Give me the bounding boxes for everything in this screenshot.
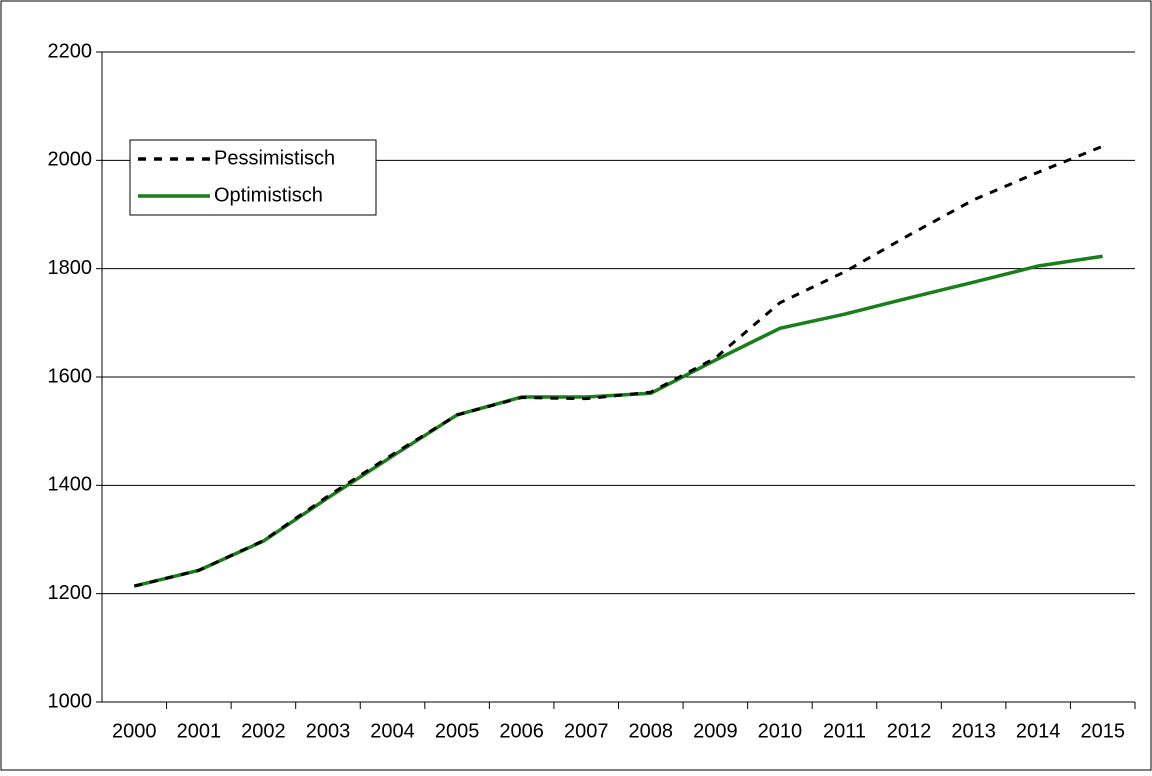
x-tick-label: 2001 [177, 720, 222, 742]
y-tick-label: 1200 [48, 582, 93, 604]
y-tick-label: 2000 [48, 149, 93, 171]
legend-label: Pessimistisch [214, 147, 335, 169]
line-series [133, 144, 1104, 588]
x-tick-label: 2007 [564, 720, 609, 742]
legend-box [129, 139, 377, 216]
y-tick-label: 1600 [48, 365, 93, 387]
legend-label: Optimistisch [214, 184, 323, 206]
x-tick-label: 2014 [1016, 720, 1061, 742]
x-tick-label: 2004 [370, 720, 415, 742]
x-tick-label: 2010 [758, 720, 803, 742]
x-tick-label: 2005 [435, 720, 480, 742]
y-tick-label: 1800 [48, 257, 93, 279]
x-tick-label: 2000 [112, 720, 157, 742]
y-tick-label: 1400 [48, 474, 93, 496]
x-tick-label: 2006 [499, 720, 544, 742]
x-tick-label: 2003 [306, 720, 351, 742]
x-tick-label: 2013 [951, 720, 996, 742]
x-tick-label: 2012 [887, 720, 932, 742]
x-tick-label: 2002 [241, 720, 286, 742]
x-tick-label: 2009 [693, 720, 738, 742]
x-tick-label: 2015 [1080, 720, 1125, 742]
x-tick-label: 2011 [823, 720, 866, 742]
x-tick-label: 2008 [629, 720, 674, 742]
y-tick-label: 1000 [48, 690, 93, 712]
y-tick-label: 2200 [48, 40, 93, 62]
